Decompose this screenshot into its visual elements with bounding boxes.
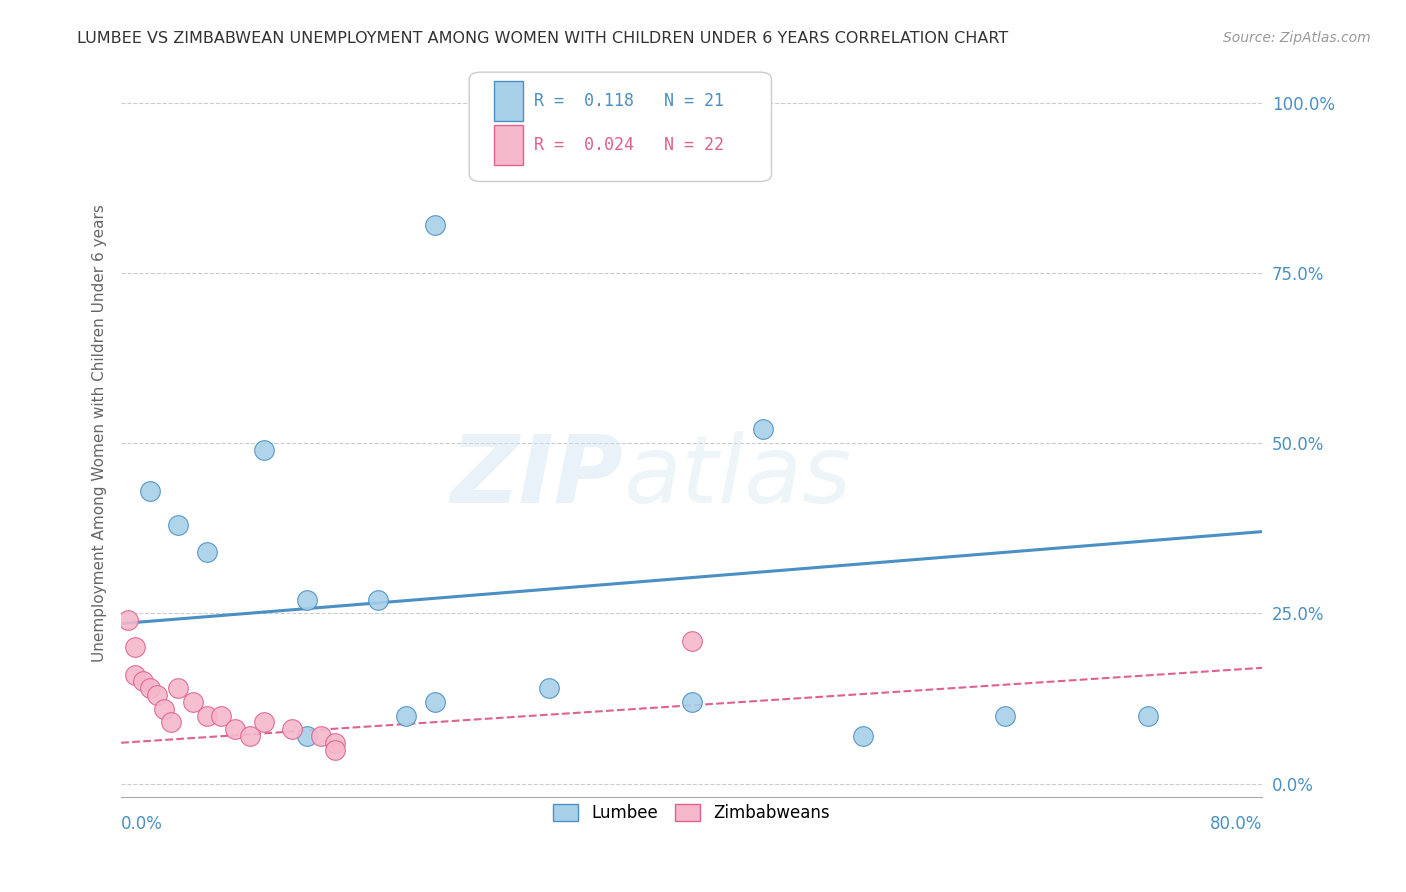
FancyBboxPatch shape xyxy=(495,81,523,121)
Point xyxy=(124,640,146,655)
Point xyxy=(281,722,304,736)
Point xyxy=(153,702,176,716)
Point xyxy=(139,483,162,498)
Point xyxy=(209,708,232,723)
Point xyxy=(139,681,162,696)
Point xyxy=(423,218,446,232)
Point xyxy=(309,729,332,743)
Y-axis label: Unemployment Among Women with Children Under 6 years: Unemployment Among Women with Children U… xyxy=(93,204,107,662)
Point xyxy=(423,695,446,709)
Point xyxy=(395,708,418,723)
Point xyxy=(238,729,260,743)
Text: R =  0.118   N = 21: R = 0.118 N = 21 xyxy=(534,92,724,111)
Point xyxy=(994,708,1017,723)
Point xyxy=(181,695,204,709)
Point xyxy=(146,688,169,702)
Point xyxy=(195,708,218,723)
Text: 80.0%: 80.0% xyxy=(1209,815,1263,833)
Point xyxy=(323,742,346,756)
Point xyxy=(295,729,318,743)
Point xyxy=(752,422,775,436)
Point xyxy=(1136,708,1159,723)
Point xyxy=(124,667,146,681)
Point xyxy=(167,681,190,696)
Point xyxy=(681,695,703,709)
FancyBboxPatch shape xyxy=(470,72,772,181)
Text: LUMBEE VS ZIMBABWEAN UNEMPLOYMENT AMONG WOMEN WITH CHILDREN UNDER 6 YEARS CORREL: LUMBEE VS ZIMBABWEAN UNEMPLOYMENT AMONG … xyxy=(77,31,1008,46)
Point xyxy=(367,592,389,607)
Point xyxy=(253,715,276,730)
Point xyxy=(537,681,560,696)
Point xyxy=(852,729,875,743)
Point xyxy=(167,517,190,532)
Point xyxy=(323,736,346,750)
Point xyxy=(224,722,246,736)
Point xyxy=(681,633,703,648)
Point xyxy=(131,674,153,689)
Point xyxy=(160,715,183,730)
Point xyxy=(117,613,139,627)
Text: ZIP: ZIP xyxy=(450,431,623,523)
Text: atlas: atlas xyxy=(623,431,852,522)
Text: 0.0%: 0.0% xyxy=(121,815,163,833)
Text: Source: ZipAtlas.com: Source: ZipAtlas.com xyxy=(1223,31,1371,45)
Legend: Lumbee, Zimbabweans: Lumbee, Zimbabweans xyxy=(547,797,837,829)
Point xyxy=(295,592,318,607)
FancyBboxPatch shape xyxy=(495,125,523,165)
Text: R =  0.024   N = 22: R = 0.024 N = 22 xyxy=(534,136,724,154)
Point xyxy=(195,545,218,559)
Point xyxy=(253,442,276,457)
